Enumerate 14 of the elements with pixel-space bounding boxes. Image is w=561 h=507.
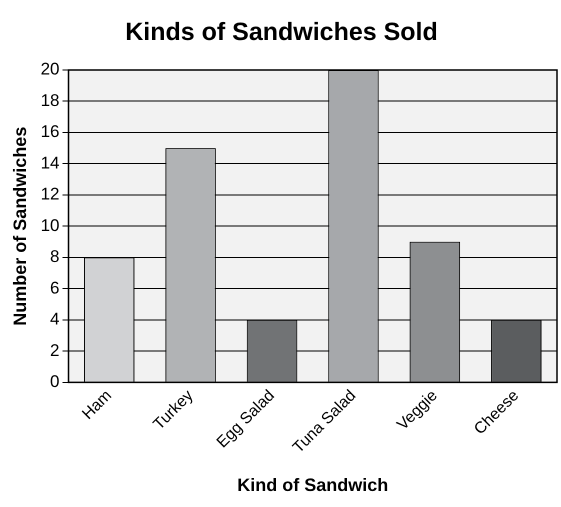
y-tick-label: 4 xyxy=(50,310,60,329)
y-tick-label: 8 xyxy=(50,247,60,266)
x-axis-title: Kind of Sandwich xyxy=(237,475,388,496)
y-tick-label: 12 xyxy=(40,184,60,204)
y-tick-label: 18 xyxy=(40,90,60,110)
y-tick-label: 6 xyxy=(50,278,60,298)
y-tick-label: 0 xyxy=(50,372,60,392)
chart-title: Kinds of Sandwiches Sold xyxy=(125,18,438,46)
y-tick-label: 20 xyxy=(40,60,60,79)
y-tick-label: 16 xyxy=(40,122,60,142)
y-axis-title: Number of Sandwiches xyxy=(10,126,30,326)
y-tick-label: 14 xyxy=(40,153,60,172)
y-tick-label: 2 xyxy=(50,340,60,360)
y-tick-label: 10 xyxy=(40,216,60,235)
